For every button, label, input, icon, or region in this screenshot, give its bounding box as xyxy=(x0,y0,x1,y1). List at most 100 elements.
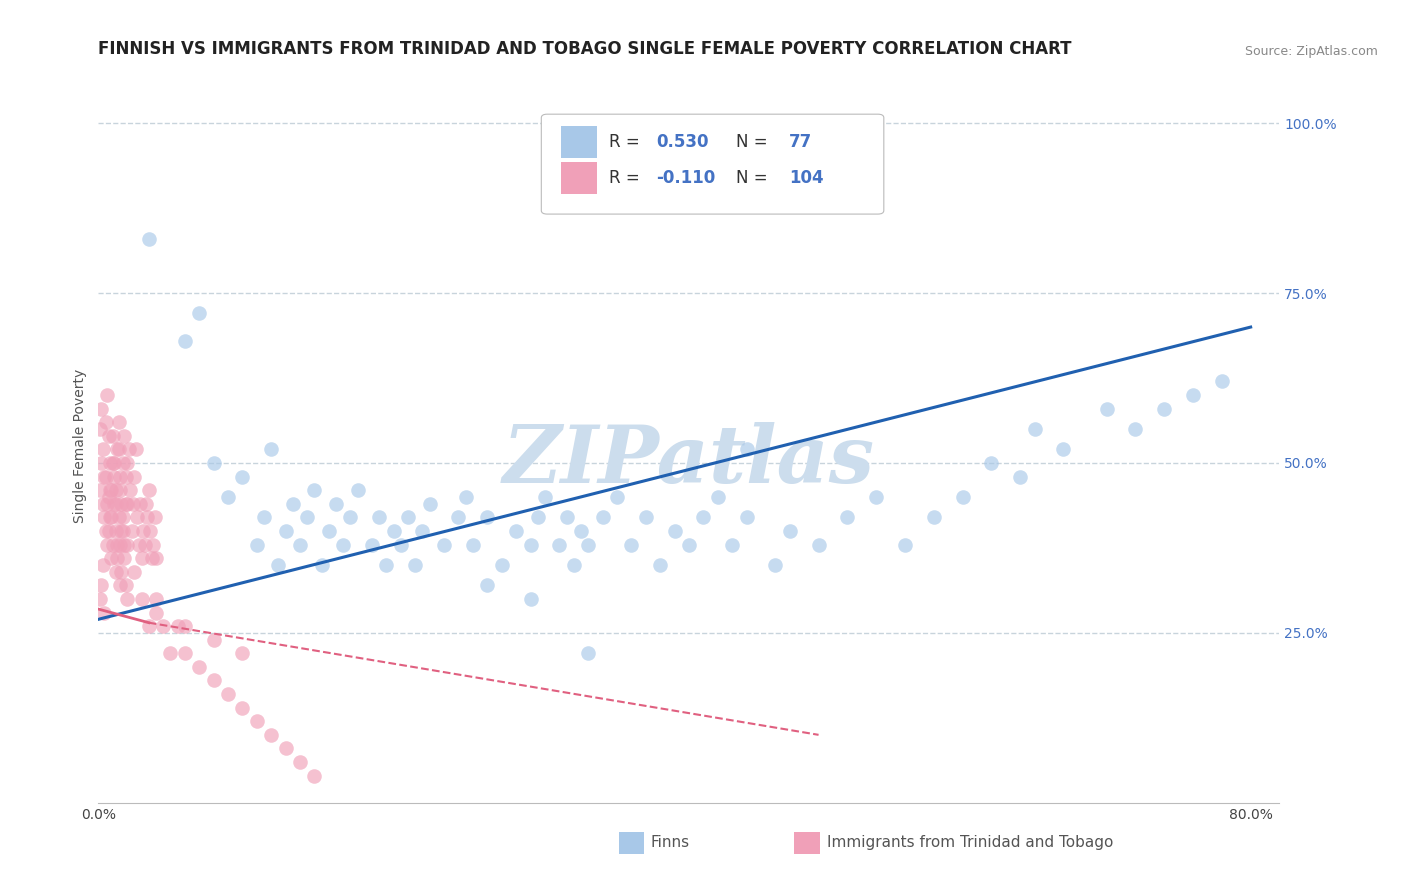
Point xyxy=(134,537,156,551)
Point xyxy=(576,646,599,660)
Point xyxy=(865,490,887,504)
Point xyxy=(89,422,111,436)
Point xyxy=(93,469,115,483)
Point xyxy=(111,524,134,538)
Point xyxy=(159,646,181,660)
Point xyxy=(246,714,269,729)
Point xyxy=(692,510,714,524)
Point xyxy=(103,456,125,470)
Point xyxy=(89,591,111,606)
Point xyxy=(519,537,541,551)
Point xyxy=(107,442,129,457)
Point xyxy=(188,306,211,320)
Point xyxy=(288,537,311,551)
Point xyxy=(260,442,283,457)
Point xyxy=(894,537,917,551)
Point xyxy=(111,510,134,524)
Point xyxy=(569,524,592,538)
Text: R =: R = xyxy=(609,169,640,187)
Point xyxy=(311,558,333,572)
Point xyxy=(519,591,541,606)
Point xyxy=(152,619,174,633)
Point xyxy=(110,524,132,538)
Point xyxy=(202,673,225,688)
Point xyxy=(217,687,239,701)
FancyBboxPatch shape xyxy=(541,114,884,214)
Point xyxy=(246,537,269,551)
Point xyxy=(93,606,115,620)
Point xyxy=(297,510,319,524)
Point xyxy=(96,497,118,511)
Point xyxy=(108,537,131,551)
Point xyxy=(112,551,135,566)
Text: Immigrants from Trinidad and Tobago: Immigrants from Trinidad and Tobago xyxy=(827,836,1114,850)
Point xyxy=(188,660,211,674)
Point xyxy=(375,558,398,572)
Bar xyxy=(561,162,596,194)
Point xyxy=(166,619,188,633)
Point xyxy=(1095,401,1118,416)
Point xyxy=(100,551,122,566)
Point xyxy=(576,537,599,551)
Point xyxy=(231,700,253,714)
Point xyxy=(145,606,167,620)
Point xyxy=(491,558,513,572)
Point xyxy=(735,442,758,457)
Text: -0.110: -0.110 xyxy=(655,169,716,187)
Point xyxy=(111,456,134,470)
Point xyxy=(173,334,195,348)
Point xyxy=(173,646,195,660)
Point xyxy=(346,483,368,498)
Point xyxy=(325,497,347,511)
Point xyxy=(112,429,135,443)
Point xyxy=(664,524,686,538)
Point xyxy=(253,510,276,524)
Point xyxy=(107,415,129,429)
Point xyxy=(534,490,557,504)
Point xyxy=(98,483,121,498)
Point xyxy=(114,469,136,483)
Point xyxy=(104,524,127,538)
Point xyxy=(100,510,122,524)
Point xyxy=(145,591,167,606)
Point xyxy=(118,442,141,457)
Point xyxy=(143,510,166,524)
Point xyxy=(91,558,114,572)
Point xyxy=(141,551,163,566)
Point xyxy=(104,497,127,511)
Point xyxy=(267,558,290,572)
Point xyxy=(217,490,239,504)
Point xyxy=(1153,401,1175,416)
Point xyxy=(94,524,117,538)
Text: N =: N = xyxy=(737,169,768,187)
Point xyxy=(139,524,162,538)
Text: 0.530: 0.530 xyxy=(655,133,709,151)
Point xyxy=(103,469,125,483)
Point xyxy=(96,388,118,402)
Point xyxy=(763,558,786,572)
Text: N =: N = xyxy=(737,133,768,151)
Point xyxy=(389,537,412,551)
Point xyxy=(1024,422,1046,436)
Point xyxy=(132,524,155,538)
Point xyxy=(1125,422,1147,436)
Point xyxy=(94,415,117,429)
Point xyxy=(107,510,129,524)
Point xyxy=(101,429,124,443)
Point xyxy=(125,442,148,457)
Point xyxy=(120,483,142,498)
Point xyxy=(101,537,124,551)
Point xyxy=(97,429,120,443)
Point xyxy=(121,524,143,538)
Point xyxy=(419,497,441,511)
Point xyxy=(396,510,419,524)
Point xyxy=(454,490,477,504)
Text: R =: R = xyxy=(609,133,640,151)
Point xyxy=(620,537,643,551)
Point xyxy=(1052,442,1074,457)
Point xyxy=(105,442,128,457)
Point xyxy=(115,497,138,511)
Point xyxy=(634,510,657,524)
Point xyxy=(115,456,138,470)
Point xyxy=(138,483,160,498)
